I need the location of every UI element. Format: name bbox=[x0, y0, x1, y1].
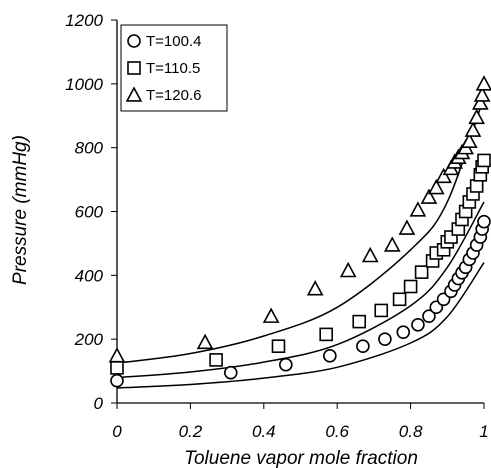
circle-point bbox=[477, 214, 491, 229]
circle-point bbox=[223, 365, 238, 380]
square-point bbox=[477, 153, 491, 168]
triangle-point bbox=[471, 94, 489, 110]
square-point bbox=[469, 179, 484, 193]
legend-label: T=100.4 bbox=[146, 33, 201, 50]
fit-curve bbox=[116, 96, 485, 364]
triangle-point bbox=[262, 307, 280, 323]
square-point bbox=[392, 292, 407, 307]
circle-point bbox=[110, 373, 124, 388]
circle-point bbox=[279, 357, 293, 372]
triangle-point bbox=[196, 333, 214, 350]
y-tick-label: 0 bbox=[94, 394, 104, 413]
legend-label: T=110.5 bbox=[146, 60, 200, 77]
triangle-point bbox=[475, 75, 491, 91]
triangle-point bbox=[361, 246, 379, 263]
legend-label: T=120.6 bbox=[146, 87, 201, 104]
legend-square-marker bbox=[127, 61, 141, 75]
legend-circle-marker bbox=[127, 34, 141, 48]
square-point bbox=[374, 303, 389, 318]
fit-curve bbox=[116, 201, 485, 379]
y-tick-label: 200 bbox=[74, 330, 104, 349]
square-point bbox=[209, 353, 223, 367]
triangle-point bbox=[464, 121, 482, 137]
y-axis-title: Pressure (mmHg) bbox=[10, 135, 31, 285]
y-tick-label: 400 bbox=[75, 266, 104, 285]
square-point bbox=[352, 314, 367, 329]
y-tick-label: 600 bbox=[75, 203, 104, 222]
circle-point bbox=[422, 309, 436, 323]
square-point bbox=[110, 361, 124, 375]
circle-point bbox=[356, 339, 370, 353]
circle-point bbox=[411, 318, 425, 332]
triangle-point bbox=[108, 347, 126, 363]
legend-triangle-marker bbox=[125, 86, 143, 102]
x-tick-label: 0.8 bbox=[399, 422, 423, 441]
triangle-point bbox=[339, 261, 357, 278]
triangle-point bbox=[306, 280, 324, 296]
x-tick-label: 0.2 bbox=[179, 422, 203, 441]
x-tick-label: 0 bbox=[112, 422, 122, 441]
data-markers bbox=[108, 75, 491, 388]
circle-point bbox=[378, 332, 392, 346]
x-tick-label: 0.4 bbox=[252, 422, 276, 441]
square-point bbox=[414, 265, 429, 279]
square-point bbox=[319, 327, 333, 342]
circle-point bbox=[323, 348, 337, 363]
triangle-point bbox=[427, 178, 445, 195]
fit-curves bbox=[116, 96, 485, 389]
triangle-point bbox=[409, 201, 427, 217]
triangle-point bbox=[468, 108, 486, 125]
legend: T=100.4 T=110.5 T=120.6 bbox=[120, 24, 228, 112]
triangle-point bbox=[435, 167, 452, 184]
triangle-point bbox=[460, 132, 478, 149]
x-tick-label: 0.6 bbox=[325, 422, 349, 441]
y-tick-label: 800 bbox=[75, 139, 104, 158]
y-tick-label: 1000 bbox=[65, 75, 103, 94]
circle-point bbox=[396, 325, 411, 339]
triangle-point bbox=[398, 219, 416, 235]
square-point bbox=[271, 339, 286, 353]
triangle-point bbox=[383, 236, 401, 252]
x-tick-label: 1 bbox=[479, 422, 488, 441]
triangle-point bbox=[420, 188, 438, 204]
fit-curve bbox=[116, 262, 485, 389]
axis-ticks: 0 200 400 600 800 1000 1200 0 0.2 0.4 0.6 0.8 1 bbox=[65, 11, 489, 441]
square-point bbox=[403, 279, 418, 294]
triangle-point bbox=[473, 86, 491, 102]
x-axis-title: Toluene vapor mole fraction bbox=[184, 448, 418, 468]
y-tick-label: 1200 bbox=[65, 11, 103, 30]
